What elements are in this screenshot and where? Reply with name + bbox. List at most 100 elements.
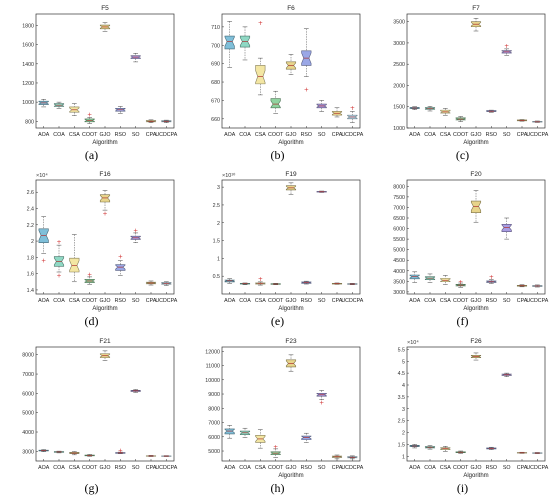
plot-frame xyxy=(35,346,175,462)
plot-frame xyxy=(221,179,361,295)
x-tick-label: RSO xyxy=(115,298,126,304)
plot-frame xyxy=(406,346,546,462)
y-tick-label: 0.5 xyxy=(213,274,220,280)
y-tick-label: 1.4 xyxy=(27,288,34,294)
y-tick-label: 1500 xyxy=(393,105,405,111)
x-tick-label: GJO xyxy=(100,465,111,471)
box-cpa xyxy=(516,119,528,122)
x-tick-label: COOT xyxy=(453,465,469,471)
y-tick-label: 3000 xyxy=(22,449,34,455)
y-tick-label: 6000 xyxy=(208,435,220,441)
outlier-marker: + xyxy=(56,272,61,279)
y-tick-label: 5.5 xyxy=(398,347,405,353)
x-tick-label: GJO xyxy=(286,465,297,471)
box-body xyxy=(224,35,235,50)
outlier-marker: + xyxy=(87,112,92,119)
panel-f26: F26 ×10⁴ 1 1.5 2 2.5 3 3.5 4 4.5 5 5.5 AOA COA CSA COOT… xyxy=(375,333,550,499)
y-tick-label: 1.6 xyxy=(27,272,34,278)
y-tick-label: 1.8 xyxy=(27,255,34,261)
panel-f19: F19 ×10¹⁰ 0.5 1 1.5 2 2.5 3 AOA COA CSA COOT GJO RSO S… xyxy=(190,166,365,332)
x-tick-label: CPA xyxy=(332,132,343,138)
chart-svg: F6 660 670 680 690 700 710 AOA COA CSA COOT GJO RSO S… xyxy=(211,5,364,146)
box-so: + xyxy=(130,227,141,243)
chart-svg: F5 800 1000 1200 1400 1600 1800 AOA COA CSA COOT GJ… xyxy=(22,5,178,146)
box-aoa xyxy=(409,271,420,283)
chart-title: F5 xyxy=(101,5,109,12)
box-coot xyxy=(270,283,281,285)
x-tick-label: COOT xyxy=(82,298,98,304)
box-body xyxy=(270,98,281,109)
outlier-marker: + xyxy=(319,400,324,407)
x-tick-label: CPA xyxy=(332,298,343,304)
box-coot: + xyxy=(84,112,95,124)
box-coot: + xyxy=(84,271,95,285)
box-so xyxy=(501,372,512,377)
x-tick-label: CSA xyxy=(69,465,80,471)
chart-svg: F16 ×10⁴ 1.4 1.6 1.8 2 2.2 2.4 2.6 AOA COA CSA COOT G… xyxy=(27,171,178,312)
y-tick-label: 4500 xyxy=(393,258,405,264)
box-aoa xyxy=(38,449,49,452)
box-aoa xyxy=(224,278,235,284)
chart-svg: F19 ×10¹⁰ 0.5 1 1.5 2 2.5 3 AOA COA CSA COOT GJO RSO S… xyxy=(213,171,364,312)
outlier-marker: + xyxy=(118,254,123,261)
y-tick-label: 5000 xyxy=(208,449,220,455)
outlier-marker: + xyxy=(41,258,46,265)
y-tick-label: 7000 xyxy=(393,205,405,211)
box-body xyxy=(38,228,49,243)
x-tick-label: SO xyxy=(503,298,511,304)
x-tick-label: CSA xyxy=(440,132,451,138)
x-tick-label: UCDCPA xyxy=(526,465,548,471)
subfigure-label: (f) xyxy=(456,314,469,328)
box-cpa xyxy=(331,107,343,118)
panel-f20: F20 3000 3500 4000 4500 5000 5500 6000 6500 7000 7… xyxy=(375,166,550,332)
x-tick-label: COA xyxy=(239,132,251,138)
box-so xyxy=(501,217,512,240)
y-tick-label: 5500 xyxy=(393,237,405,243)
y-tick-label: 680 xyxy=(211,80,220,86)
panel-f7: F7 1000 1500 2000 2500 3000 3500 AOA COA CSA COOT G… xyxy=(375,0,550,166)
x-axis-label: Algorithm xyxy=(92,306,117,312)
x-tick-label: COA xyxy=(424,298,436,304)
box-body xyxy=(255,65,266,85)
box-csa xyxy=(69,103,80,116)
box-ucdcpa xyxy=(532,452,543,454)
box-coa xyxy=(424,445,436,450)
box-body xyxy=(301,435,312,440)
box-csa: + xyxy=(255,20,266,96)
box-ucdcpa xyxy=(347,283,358,285)
outlier-marker: + xyxy=(56,239,61,246)
box-coa xyxy=(53,450,65,454)
box-ucdcpa xyxy=(161,455,172,457)
x-tick-label: CSA xyxy=(440,298,451,304)
panel-f5: F5 800 1000 1200 1400 1600 1800 AOA COA CSA COOT GJ… xyxy=(4,0,179,166)
x-tick-label: UCDCPA xyxy=(526,132,548,138)
box-cpa xyxy=(516,284,528,288)
subfigure-label: (c) xyxy=(455,148,470,162)
box-coot xyxy=(455,116,466,122)
panel-f6: F6 660 670 680 690 700 710 AOA COA CSA COOT GJO RSO S… xyxy=(190,0,365,166)
chart-title: F6 xyxy=(287,5,295,12)
y-tick-label: 2000 xyxy=(393,83,405,89)
x-tick-label: CPA xyxy=(517,132,528,138)
chart-svg: F23 5000 6000 7000 8000 9000 10000 11000 12000 AO… xyxy=(205,338,364,479)
chart-title: F16 xyxy=(99,171,111,178)
box-rso: + xyxy=(301,28,312,93)
box-rso xyxy=(301,432,312,443)
outlier-marker: + xyxy=(133,227,138,234)
box-ucdcpa xyxy=(161,119,172,123)
box-csa: + xyxy=(255,276,266,286)
box-rso: + xyxy=(115,447,126,454)
box-gjo xyxy=(470,352,482,361)
x-tick-label: AOA xyxy=(409,132,421,138)
y-tick-label: 2 xyxy=(402,431,405,437)
box-gjo xyxy=(99,350,111,361)
panel-f21: F21 3000 4000 5000 6000 7000 8000 AOA COA CSA COOT… xyxy=(4,333,179,499)
x-tick-label: RSO xyxy=(486,132,497,138)
box-gjo xyxy=(99,22,111,32)
y-tick-label: 3 xyxy=(217,185,220,191)
box-ucdcpa xyxy=(532,120,543,123)
x-tick-label: RSO xyxy=(301,465,312,471)
x-tick-label: COA xyxy=(424,132,436,138)
box-cpa xyxy=(145,280,157,286)
x-tick-label: RSO xyxy=(115,465,126,471)
